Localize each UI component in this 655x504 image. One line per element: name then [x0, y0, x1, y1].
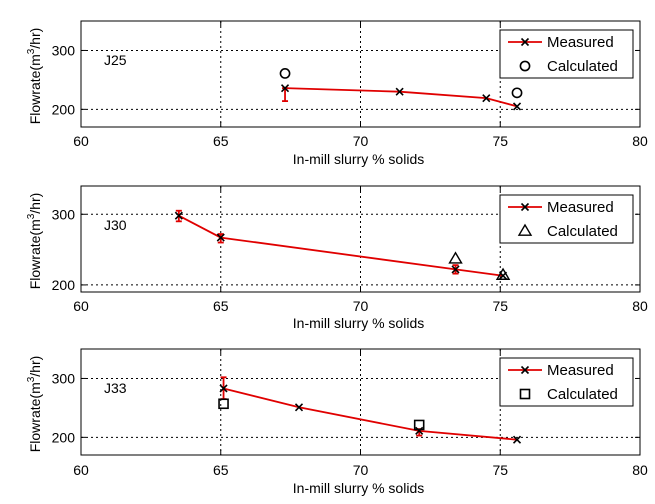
- calculated-point: [413, 419, 425, 431]
- calculated-point: [511, 87, 523, 99]
- cross-stroke: [520, 202, 530, 212]
- cross-stroke: [520, 37, 530, 47]
- panel-label: J30: [104, 217, 127, 233]
- cross-stroke: [174, 211, 183, 220]
- x-tick-label: 60: [73, 133, 89, 149]
- legend-label: Calculated: [547, 223, 618, 240]
- cross-stroke: [482, 94, 491, 103]
- legend-label: Calculated: [547, 386, 618, 403]
- measured-point: [219, 384, 228, 393]
- measured-point: [294, 403, 304, 412]
- legend: Measured Calculated: [499, 194, 634, 244]
- y-tick-label: 200: [52, 277, 76, 293]
- x-axis-title: In-mill slurry % solids: [293, 480, 424, 496]
- measured-point: [512, 435, 522, 444]
- measured-point: [512, 102, 522, 111]
- x-tick-label: 75: [492, 133, 508, 149]
- legend-swatch-marker: [517, 223, 533, 236]
- measured-line: [285, 87, 518, 108]
- x-tick-label: 80: [632, 298, 648, 314]
- x-tick-label: 60: [73, 298, 89, 314]
- legend-label: Measured: [547, 34, 614, 51]
- measured-point: [482, 94, 491, 103]
- legend-label: Measured: [547, 199, 614, 216]
- legend-label: Calculated: [547, 58, 618, 75]
- measured-point: [451, 265, 460, 274]
- y-axis-title: Flowrate(m3/hr): [26, 356, 43, 453]
- cross-stroke: [512, 102, 522, 111]
- x-tick-label: 70: [353, 133, 369, 149]
- measured-point: [216, 233, 225, 242]
- calculated-point: [448, 251, 463, 264]
- legend-swatch-marker: [519, 60, 531, 72]
- measured-point: [415, 426, 424, 435]
- calculated-point: [279, 68, 291, 79]
- y-tick-label: 200: [52, 101, 76, 117]
- y-tick-label: 300: [52, 206, 76, 222]
- cross-stroke: [395, 87, 404, 96]
- measured-line: [223, 387, 518, 441]
- measured-line: [178, 214, 504, 277]
- x-tick-label: 65: [213, 133, 229, 149]
- panel-label: J33: [104, 380, 127, 396]
- x-tick-label: 70: [353, 462, 369, 478]
- x-tick-label: 80: [632, 462, 648, 478]
- legend-swatch-marker: [520, 365, 530, 375]
- cross-stroke: [512, 435, 522, 444]
- legend: Measured Calculated: [499, 357, 634, 407]
- y-axis-title: Flowrate(m3/hr): [26, 193, 43, 290]
- x-tick-label: 70: [353, 298, 369, 314]
- y-tick-label: 300: [52, 370, 76, 386]
- x-tick-label: 80: [632, 133, 648, 149]
- x-tick-label: 65: [213, 298, 229, 314]
- measured-point: [280, 84, 290, 93]
- legend: Measured Calculated: [499, 29, 634, 79]
- x-axis-title: In-mill slurry % solids: [293, 151, 424, 167]
- cross-stroke: [415, 426, 424, 435]
- cross-stroke: [294, 403, 304, 412]
- legend-label: Measured: [547, 362, 614, 379]
- y-axis-title: Flowrate(m3/hr): [26, 28, 43, 125]
- x-tick-label: 75: [492, 462, 508, 478]
- x-tick-label: 75: [492, 298, 508, 314]
- x-tick-label: 65: [213, 462, 229, 478]
- chart-panel-j33: 60 65 70 75 80 200 300 In-mill slurry % solids F…: [26, 348, 648, 496]
- legend-swatch-marker: [519, 388, 531, 400]
- measured-point: [174, 211, 183, 220]
- legend-swatch-marker: [520, 202, 530, 212]
- y-tick-label: 200: [52, 429, 76, 445]
- panel-label: J25: [104, 52, 127, 68]
- chart-panel-j25: 60 65 70 75 80 200 300 In-mill slurry % solids F…: [26, 20, 648, 167]
- x-axis-title: In-mill slurry % solids: [293, 315, 424, 331]
- legend-swatch-marker: [520, 37, 530, 47]
- cross-stroke: [520, 365, 530, 375]
- measured-point: [395, 87, 404, 96]
- cross-stroke: [216, 233, 225, 242]
- calculated-point: [218, 398, 229, 410]
- cross-stroke: [219, 384, 228, 393]
- calculated-point: [495, 267, 511, 280]
- chart-panel-j30: 60 65 70 75 80 200 300 In-mill slurry % solids F…: [26, 185, 648, 331]
- x-tick-label: 60: [73, 462, 89, 478]
- cross-stroke: [280, 84, 290, 93]
- cross-stroke: [451, 265, 460, 274]
- y-tick-label: 300: [52, 42, 76, 58]
